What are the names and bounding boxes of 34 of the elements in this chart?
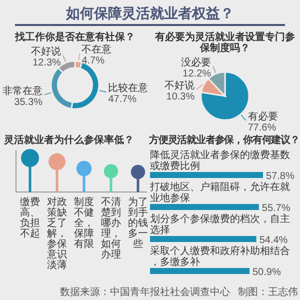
source-note: 数据来源：中国青年报社社会调查中心 [60, 286, 230, 298]
slice-label: 不好说 [30, 45, 61, 58]
x-tick-label: 制度不健全，保障有限 [74, 196, 94, 250]
x-tick-label: 不清楚到哪办理，如何办理 [101, 196, 121, 260]
chart-title: 灵活就业者为什么参保率低？ [3, 134, 134, 146]
slice-label: 不在意 [82, 43, 112, 56]
x-tick-label: 对政策缺乏了解，参保意识淡薄 [46, 196, 67, 271]
chart-title: 找工作你是否在意有社保？ [14, 31, 135, 43]
data-label: 12.2% [182, 68, 212, 80]
y-tick-label: 划分多个参保缴费的档次，自主选择 [150, 213, 290, 236]
slice-label: 比较在意 [108, 82, 148, 94]
slice-label: 不好说 [164, 79, 195, 92]
data-label: 12.3% [32, 57, 62, 68]
data-label: 55.7% [262, 203, 290, 214]
data-label: 50.9% [252, 267, 281, 278]
data-label: 10.3% [166, 91, 195, 102]
data-label: 57.8% [266, 171, 294, 182]
y-tick-label: 采取个人缴费和政府补助相结合，多缴多补 [150, 245, 290, 268]
data-label: 4.7% [82, 55, 105, 66]
slice-label: 没必要 [181, 56, 212, 68]
slice-label: 非常在意 [2, 84, 43, 97]
data-label: 77.6% [248, 122, 276, 134]
chart-title: 方便灵活就业者参保，你有何建议？ [148, 134, 300, 146]
data-label: 35.3% [14, 96, 43, 108]
text: 如何保障灵活就业者权益？ [65, 5, 234, 21]
y-tick-label: 降低灵活就业者参保的缴费基数或缴费比例 [150, 149, 290, 172]
text: 制图：王志伟 [238, 286, 298, 298]
data-label: 54.4% [259, 235, 288, 246]
y-tick-label: 打破地区、户籍阻碍，允许在就业地参保 [149, 181, 290, 204]
x-tick-label: 为了到手的钱多一些 [128, 196, 148, 250]
chart-title: 有必要为灵活就业者设置专门参保制度吗？ [154, 31, 295, 54]
slice-label: 有必要 [248, 110, 278, 122]
data-label: 47.7% [108, 94, 137, 106]
x-tick-label: 缴费高、负担不起 [20, 196, 40, 240]
